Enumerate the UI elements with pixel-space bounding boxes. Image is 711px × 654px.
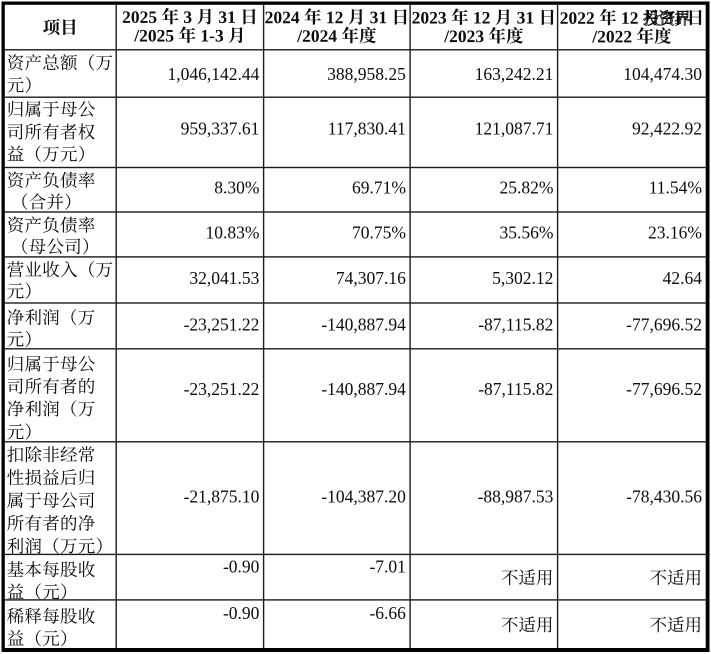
svg-text:-104,387.20: -104,387.20: [321, 487, 406, 507]
svg-text:92,422.92: 92,422.92: [632, 119, 702, 139]
svg-text:69.71%: 69.71%: [352, 178, 406, 198]
svg-text:-140,887.94: -140,887.94: [321, 315, 406, 335]
svg-text:-23,251.22: -23,251.22: [184, 379, 260, 399]
svg-text:10.83%: 10.83%: [205, 223, 259, 243]
svg-text:-0.90: -0.90: [223, 556, 260, 576]
svg-text:8.30%: 8.30%: [214, 178, 259, 198]
svg-text:-0.90: -0.90: [223, 603, 260, 623]
svg-text:5,302.12: 5,302.12: [492, 268, 553, 288]
svg-text:35.56%: 35.56%: [499, 223, 553, 243]
svg-text:388,958.25: 388,958.25: [327, 64, 406, 84]
svg-text:-23,251.22: -23,251.22: [184, 315, 260, 335]
svg-text:959,337.61: 959,337.61: [181, 119, 260, 139]
svg-text:70.75%: 70.75%: [352, 223, 406, 243]
svg-text:121,087.71: 121,087.71: [475, 119, 554, 139]
svg-text:-77,696.52: -77,696.52: [626, 315, 702, 335]
svg-text:-87,115.82: -87,115.82: [478, 379, 553, 399]
svg-text:-140,887.94: -140,887.94: [321, 379, 406, 399]
svg-text:163,242.21: 163,242.21: [475, 64, 554, 84]
svg-text:117,830.41: 117,830.41: [328, 119, 406, 139]
svg-text:25.82%: 25.82%: [499, 178, 553, 198]
svg-text:-21,875.10: -21,875.10: [184, 487, 260, 507]
svg-text:-88,987.53: -88,987.53: [478, 487, 554, 507]
svg-text:-77,696.52: -77,696.52: [626, 379, 702, 399]
svg-text:-78,430.56: -78,430.56: [626, 487, 702, 507]
svg-text:-87,115.82: -87,115.82: [478, 315, 553, 335]
svg-text:11.54%: 11.54%: [649, 178, 702, 198]
svg-text:74,307.16: 74,307.16: [336, 268, 406, 288]
svg-text:23.16%: 23.16%: [648, 223, 702, 243]
svg-text:1,046,142.44: 1,046,142.44: [168, 64, 260, 84]
svg-text:-6.66: -6.66: [369, 603, 406, 623]
svg-text:-7.01: -7.01: [369, 556, 405, 576]
svg-text:32,041.53: 32,041.53: [189, 268, 259, 288]
svg-text:104,474.30: 104,474.30: [623, 64, 702, 84]
svg-text:42.64: 42.64: [663, 268, 703, 288]
